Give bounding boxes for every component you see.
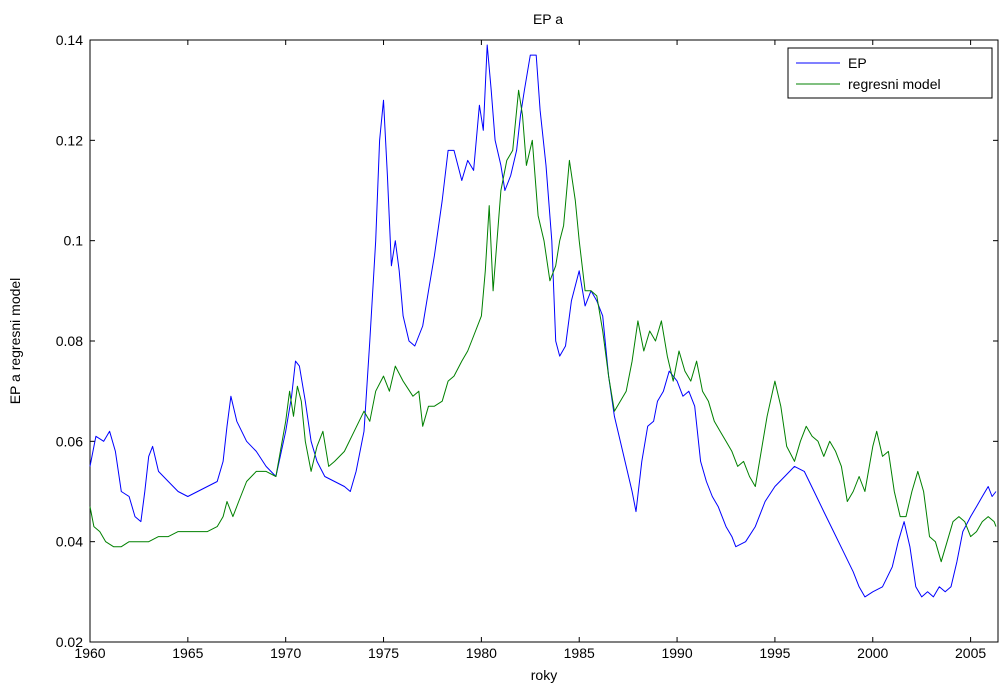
axis-tick-labels: 1960 1965 1970 1975 1980 1985 1990 1995 2000 2005… (56, 32, 987, 661)
x-tick-label-1970: 1970 (270, 645, 301, 661)
series-line-regresni-model (89, 89, 997, 563)
plot-area (89, 39, 999, 643)
x-tick-label-1980: 1980 (466, 645, 497, 661)
x-tick-label-1975: 1975 (368, 645, 399, 661)
y-tick-label-0.06: 0.06 (56, 433, 83, 449)
y-tick-label-0.02: 0.02 (56, 634, 83, 650)
series-line-ep (89, 44, 997, 598)
x-axis-label: roky (531, 667, 557, 683)
y-axis-label: EP a regresni model (7, 278, 23, 405)
y-tick-label-0.12: 0.12 (56, 132, 83, 148)
x-tick-label-1990: 1990 (661, 645, 692, 661)
y-tick-label-0.04: 0.04 (56, 534, 83, 550)
legend-box (787, 47, 993, 99)
x-tick-label-1965: 1965 (172, 645, 203, 661)
y-tick-label-0.1: 0.1 (64, 233, 84, 249)
x-tick-label-2000: 2000 (857, 645, 888, 661)
legend: EP regresni model (787, 47, 993, 99)
y-tick-label-0.08: 0.08 (56, 333, 83, 349)
chart-title: EP a (533, 11, 563, 27)
x-tick-label-2005: 2005 (955, 645, 986, 661)
x-tick-label-1960: 1960 (74, 645, 105, 661)
series-lines (89, 44, 997, 598)
y-tick-label-0.14: 0.14 (56, 32, 83, 48)
axis-ticks (89, 39, 998, 643)
legend-label-regresni-model: regresni model (848, 76, 941, 92)
x-tick-label-1995: 1995 (759, 645, 790, 661)
legend-label-ep: EP (848, 55, 867, 71)
x-tick-label-1985: 1985 (564, 645, 595, 661)
